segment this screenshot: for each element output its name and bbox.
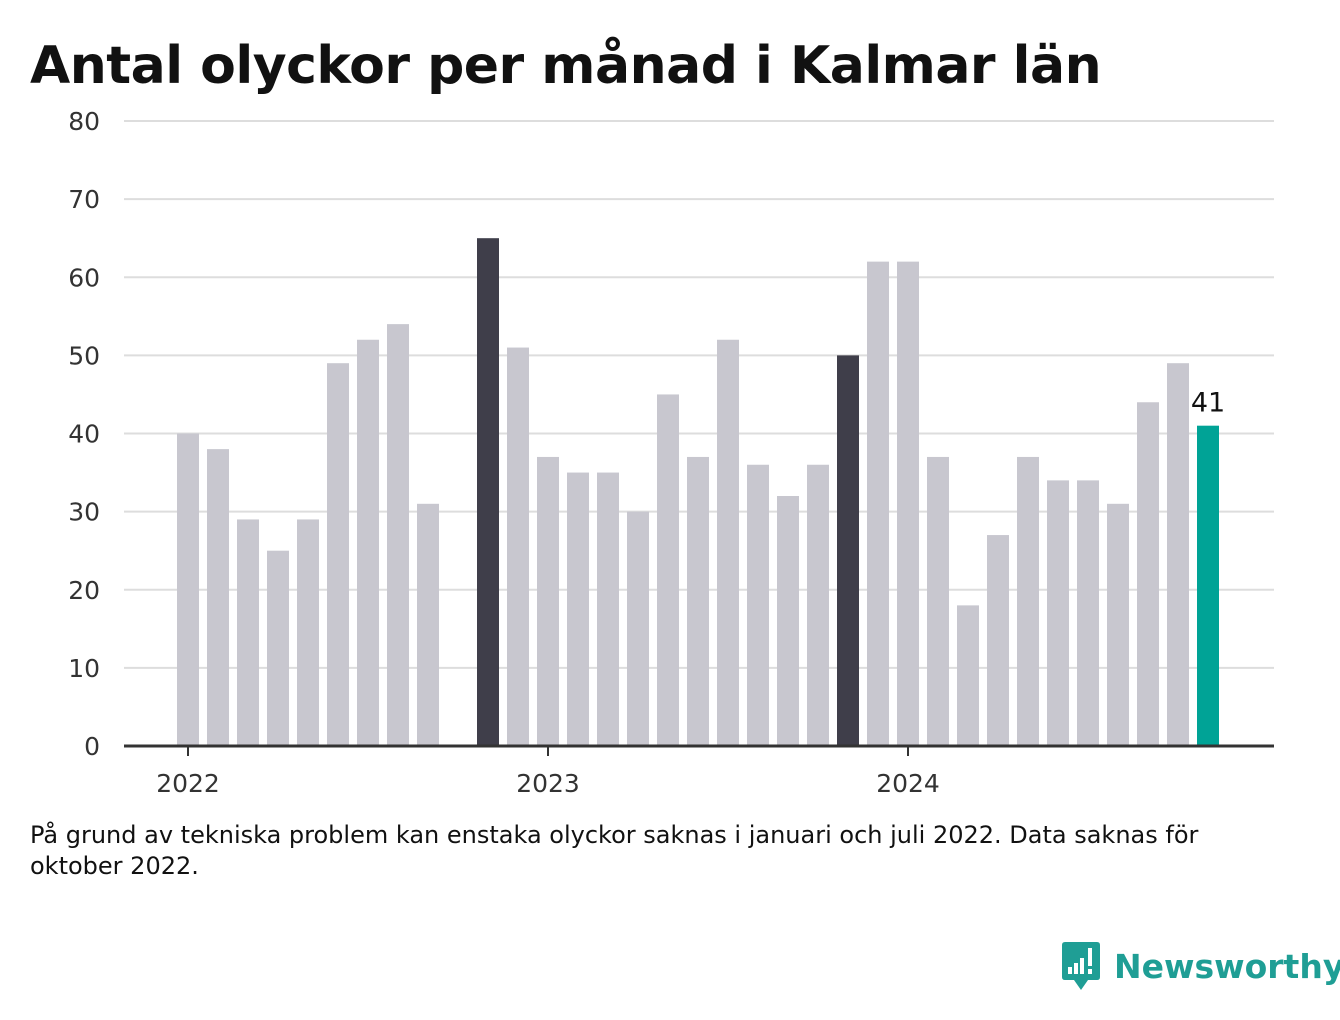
y-tick-label: 60 [68,263,100,292]
bar [897,261,919,746]
y-tick-label: 70 [68,185,100,214]
y-tick-label: 50 [68,341,100,370]
data-label: 41 [1191,388,1225,419]
chart-title: Antal olyckor per månad i Kalmar län [30,36,1102,96]
bar [387,324,409,746]
bar [1047,480,1069,746]
bar [657,394,679,746]
newsworthy-logo-icon [1062,942,1100,990]
y-tick-label: 40 [68,420,100,449]
bar [1167,363,1189,746]
bar [867,261,889,746]
brand-name: Newsworthy [1114,946,1340,986]
bar [357,339,379,746]
bar [327,363,349,746]
bar [537,456,559,746]
brand-logo: Newsworthy [1060,938,1340,994]
bar [627,511,649,746]
bar [687,456,709,746]
bar [267,550,289,746]
bar [957,605,979,746]
bar [747,464,769,746]
bar [1077,480,1099,746]
bar [927,456,949,746]
bar [507,347,529,746]
bar [717,339,739,746]
bar [807,464,829,746]
bar [987,535,1009,746]
bar [567,472,589,746]
y-tick-label: 20 [68,576,100,605]
bar [1017,456,1039,746]
bar [1107,503,1129,746]
x-axis [124,744,1274,756]
bar [237,519,259,746]
bar [777,496,799,746]
y-tick-label: 10 [68,654,100,683]
footnote: På grund av tekniska problem kan enstaka… [30,821,1199,880]
y-tick-label: 30 [68,498,100,527]
y-tick-label: 0 [84,732,100,761]
bar [177,433,199,746]
bar [297,519,319,746]
bar [1137,402,1159,746]
bar [417,503,439,746]
bar [837,355,859,746]
y-tick-label: 80 [68,107,100,136]
x-tick-label: 2022 [156,769,220,798]
bar [477,238,499,746]
bar-chart: 0 10 20 30 40 50 60 70 80 2022 2023 2024 41 [68,107,1274,798]
x-tick-label: 2024 [876,769,940,798]
bar [1197,425,1219,746]
x-tick-label: 2023 [516,769,580,798]
bar [597,472,619,746]
bar [207,449,229,746]
labels: 0 10 20 30 40 50 60 70 80 2022 2023 2024 41 [68,107,1227,798]
bars [177,238,1219,746]
